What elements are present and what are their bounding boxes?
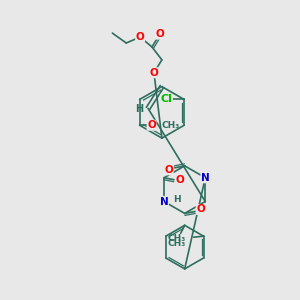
Text: N: N [160,196,169,206]
Text: CH₃: CH₃ [161,121,180,130]
Text: O: O [147,120,156,130]
Text: O: O [196,204,205,214]
Text: O: O [155,29,164,39]
Text: H: H [135,104,143,114]
Text: O: O [136,32,145,42]
Text: CH₃: CH₃ [168,239,186,248]
Text: O: O [164,165,173,175]
Text: O: O [176,175,184,185]
Text: N: N [201,173,210,183]
Text: O: O [150,68,158,78]
Text: CH₃: CH₃ [167,234,186,243]
Text: H: H [173,195,181,204]
Text: Cl: Cl [160,94,172,104]
